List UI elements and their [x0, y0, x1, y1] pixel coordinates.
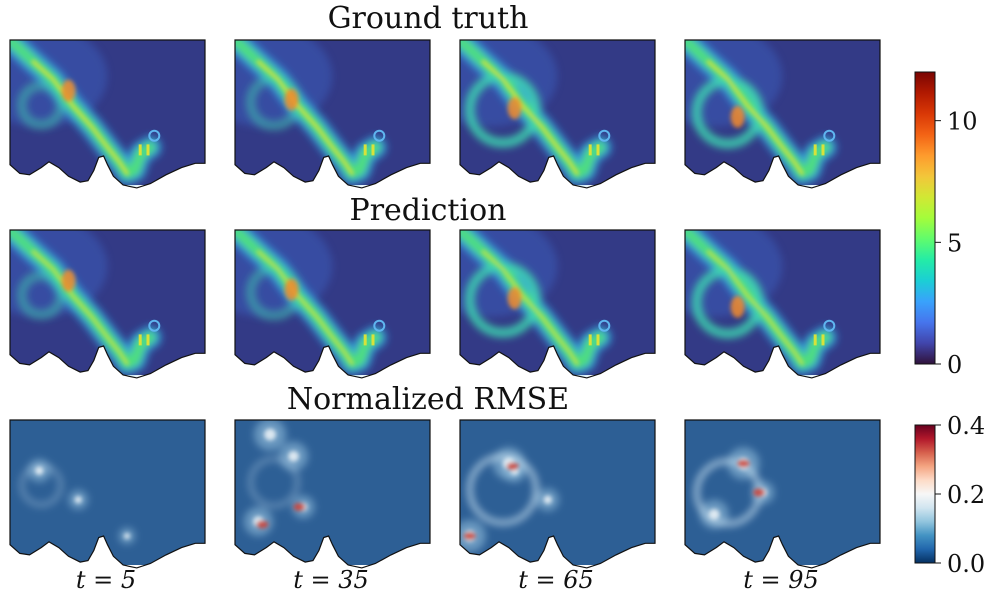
domain-outline [459, 39, 656, 189]
heatmap-panel-r1-c1 [234, 229, 431, 379]
domain-outline [684, 419, 881, 569]
heatmap-panel-r0-c0 [9, 39, 206, 189]
column-label-t95: t = 95 [743, 566, 819, 594]
colorbar-error-tick-label: 0.4 [947, 412, 985, 440]
heatmap-panel-r1-c0 [9, 229, 206, 379]
domain-outline [459, 229, 656, 379]
colorbar-main-tick-label: 10 [947, 108, 978, 136]
row-title-prediction: Prediction [349, 193, 507, 228]
colorbar-main: 0 5 10 [914, 71, 978, 379]
column-label-t35: t = 35 [293, 566, 369, 594]
column-label-t5: t = 5 [75, 566, 137, 594]
heatmap-panel-r2-c1 [234, 419, 431, 569]
domain-outline [234, 419, 431, 569]
domain-outline [9, 39, 206, 189]
heatmap-panel-r1-c3 [684, 229, 881, 379]
heatmap-panel-r0-c1 [234, 39, 431, 189]
colorbar-error: 0.0 0.2 0.4 [914, 412, 985, 578]
domain-outline [234, 39, 431, 189]
heatmap-panel-r1-c2 [459, 229, 656, 379]
domain-outline [684, 229, 881, 379]
heatmap-panel-r0-c3 [684, 39, 881, 189]
domain-outline [459, 419, 656, 569]
domain-outline [9, 419, 206, 569]
colorbar-error-tick-label: 0.0 [947, 550, 985, 578]
heatmap-panel-r2-c0 [9, 419, 206, 569]
column-label-t65: t = 65 [518, 566, 594, 594]
row-title-ground-truth: Ground truth [327, 1, 529, 36]
heatmap-panel-r2-c2 [459, 419, 656, 569]
colorbar-error-tick-label: 0.2 [947, 481, 985, 509]
row-title-normalized-rmse: Normalized RMSE [286, 382, 570, 417]
colorbar-main-tick-label: 5 [947, 229, 962, 257]
colorbar-main-tick-label: 0 [947, 351, 962, 379]
domain-outline [9, 229, 206, 379]
domain-outline [684, 39, 881, 189]
heatmap-panel-r2-c3 [684, 419, 881, 569]
heatmap-panel-r0-c2 [459, 39, 656, 189]
domain-outline [234, 229, 431, 379]
